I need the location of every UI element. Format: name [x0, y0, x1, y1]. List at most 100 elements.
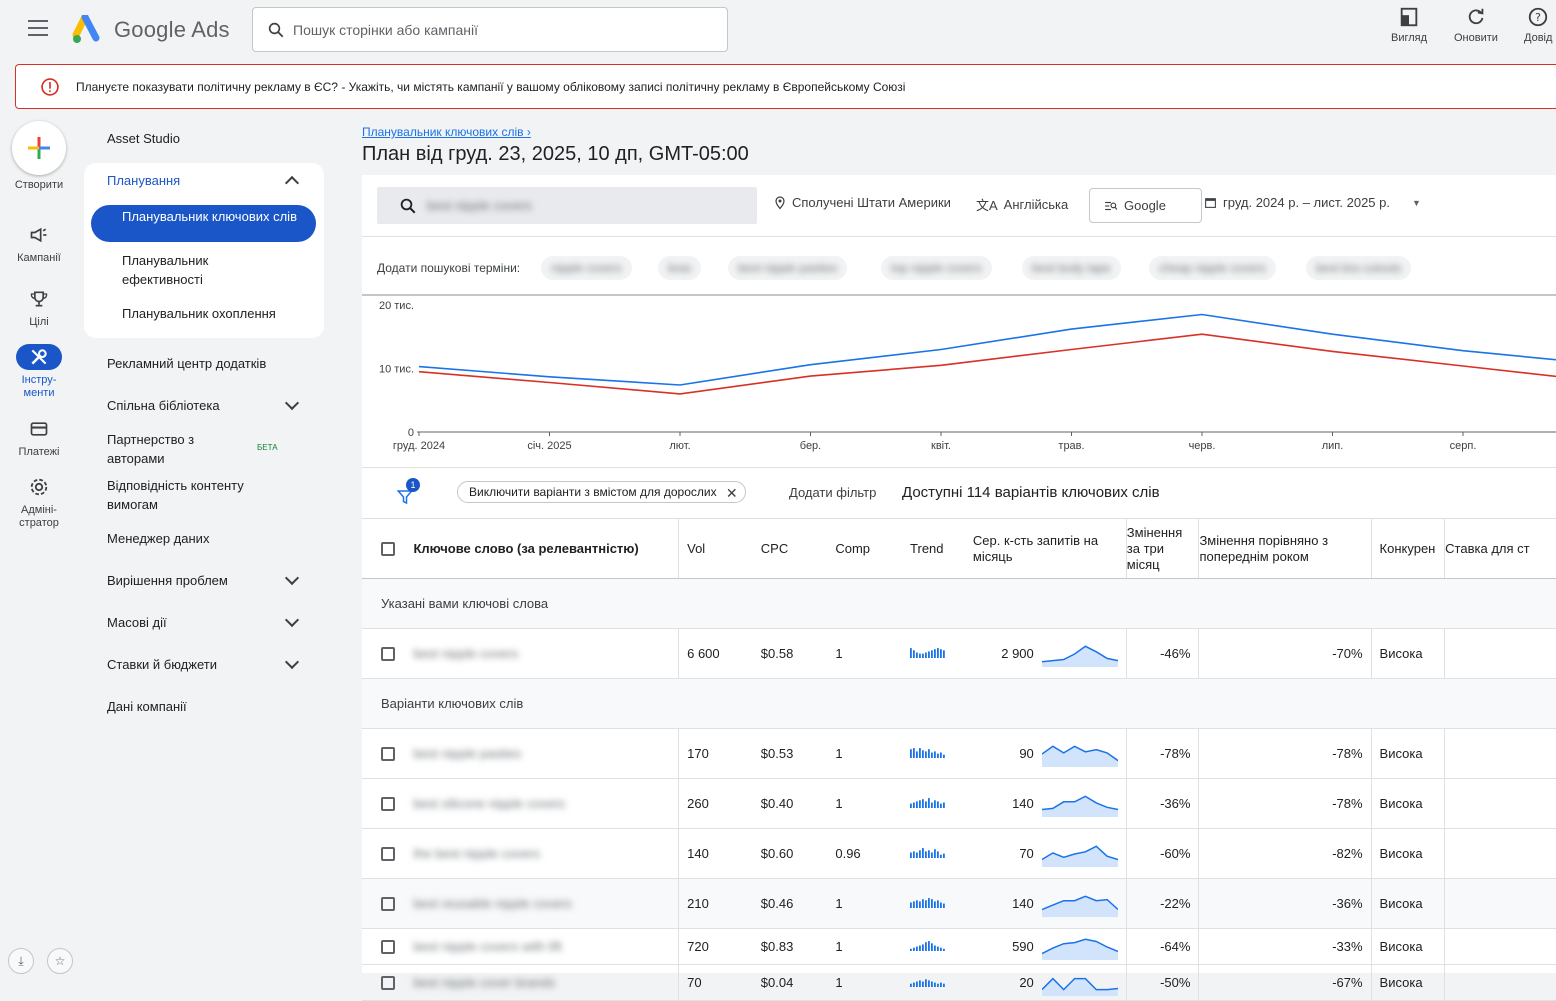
row-select-cell [362, 828, 414, 879]
add-filter-button[interactable]: Додати фільтр [789, 485, 877, 500]
col-vol[interactable]: Vol [678, 518, 753, 579]
col-cpc[interactable]: CPC [752, 518, 828, 579]
term-chip[interactable]: cheap nipple covers [1149, 256, 1276, 280]
refresh-button[interactable]: Оновити [1454, 6, 1498, 44]
chevron-up-icon[interactable] [284, 175, 300, 191]
row-checkbox[interactable] [380, 647, 395, 662]
trend-bar [934, 800, 936, 808]
main-menu-button[interactable] [28, 20, 48, 36]
google-ads-logo[interactable]: Google Ads [72, 14, 230, 46]
table-row[interactable]: best reusable nipple covers 210 $0.46 1 140 -… [362, 878, 1556, 929]
sidebar-item-bulk-actions[interactable]: Масові дії [107, 615, 167, 630]
trend-bar [910, 983, 912, 987]
filter-button[interactable]: 1 [396, 478, 422, 506]
nav-admin[interactable]: Адміні- стратор [0, 474, 78, 530]
sparkline-line [1041, 844, 1118, 860]
search-input[interactable] [293, 21, 693, 38]
keyword-text: the best nipple covers [413, 846, 540, 861]
chevron-down-icon[interactable] [284, 612, 300, 628]
date-range-filter[interactable]: груд. 2024 р. – лист. 2025 р. ▼ [1204, 195, 1421, 210]
create-button[interactable] [12, 121, 66, 175]
table-row[interactable]: best nipple covers with lift 720 $0.83 1 590… [362, 928, 1556, 965]
x-tick-label: груд. 2024 [393, 440, 445, 452]
trend-bar [910, 749, 912, 758]
row-checkbox[interactable] [380, 847, 395, 862]
table-row[interactable]: best nipple covers 6 600 $0.58 1 2 900 -46% -7… [362, 628, 1556, 679]
sidebar-item-bids-budgets[interactable]: Ставки й бюджети [107, 657, 217, 672]
sidebar-item-content-suitability[interactable]: Відповідність контенту вимогам [107, 478, 244, 512]
download-button[interactable]: ⤓ [8, 948, 34, 974]
sidebar-item-reach-planner[interactable]: Планувальник охоплення [122, 306, 276, 321]
sidebar-item-troubleshooting[interactable]: Вирішення проблем [107, 573, 228, 588]
chevron-down-icon[interactable] [284, 395, 300, 411]
dropdown-arrow-icon: ▼ [1412, 197, 1421, 208]
term-chip[interactable]: best body tape [1022, 256, 1121, 280]
trend-bar [931, 981, 933, 987]
col-trend[interactable]: Trend [902, 518, 973, 579]
location-filter[interactable]: Сполучені Штати Америки [774, 195, 951, 210]
table-row[interactable]: best nipple pasties 170 $0.53 1 90 -78% -78% Ви… [362, 728, 1556, 779]
language-filter[interactable]: 文A Англійська [976, 195, 1068, 214]
cpc-cell: $0.60 [752, 828, 828, 879]
page-search[interactable] [252, 7, 728, 52]
term-chip[interactable]: best nipple pasties [728, 256, 848, 280]
col-keyword[interactable]: Ключове слово (за релевантністю) [413, 518, 679, 579]
term-chip[interactable]: bras [658, 256, 702, 280]
favorite-button[interactable]: ☆ [47, 948, 73, 974]
table-row[interactable]: best nipple cover brands 70 $0.04 1 20 -50% -6… [362, 964, 1556, 1001]
nav-goals[interactable]: Цілі [0, 286, 78, 328]
col-bid[interactable]: Ставка для ст [1444, 518, 1556, 579]
sidebar-item-creator-partnerships[interactable]: Партнерство з авторами [107, 432, 195, 466]
sidebar-item-keyword-planner[interactable]: Планувальник ключових слів [91, 205, 316, 242]
row-checkbox[interactable] [380, 797, 395, 812]
sidebar-item-asset-studio[interactable]: Asset Studio [107, 131, 180, 146]
nav-campaigns[interactable]: Кампанії [0, 222, 78, 264]
row-checkbox[interactable] [380, 940, 395, 955]
sidebar-item-planning[interactable]: Планування [107, 173, 181, 188]
chevron-down-icon[interactable] [284, 570, 300, 586]
term-chip-label: cheap nipple covers [1159, 261, 1266, 275]
search-network-icon [1105, 201, 1118, 210]
help-button[interactable]: ? Довід [1524, 6, 1552, 44]
network-filter[interactable]: Google [1089, 188, 1202, 223]
row-checkbox[interactable] [380, 747, 395, 762]
keyword-search-field[interactable]: best nipple covers [377, 187, 757, 224]
appearance-button[interactable]: Вигляд [1391, 6, 1427, 44]
adult-content-filter-chip[interactable]: Виключити варіанти з вмістом для доросли… [457, 481, 746, 503]
sidebar-item-data-manager[interactable]: Менеджер даних [107, 531, 210, 546]
col-comp[interactable]: Comp [827, 518, 903, 579]
breadcrumb[interactable]: Планувальник ключових слів › [362, 125, 531, 139]
term-chip[interactable]: best bra cutouts [1306, 256, 1412, 280]
plus-icon [28, 137, 50, 159]
col-competition[interactable]: Конкурен [1370, 518, 1445, 579]
row-checkbox[interactable] [380, 897, 395, 912]
col-avg-searches[interactable]: Сер. к-сть запитів на місяць [972, 518, 1127, 579]
breadcrumb-link[interactable]: Планувальник ключових слів [362, 125, 524, 139]
select-all-checkbox[interactable] [380, 542, 395, 557]
sidebar-item-app-center[interactable]: Рекламний центр додатків [107, 356, 267, 371]
nav-tools[interactable]: Інстру- менти [0, 344, 78, 400]
trend-cell [902, 964, 973, 1001]
term-chip[interactable]: nipple covers [541, 256, 632, 280]
keyword-planner-label: Планувальник ключових слів [122, 209, 297, 224]
term-chip[interactable]: top nipple covers [881, 256, 992, 280]
x-tick-label: квіт. [931, 440, 951, 452]
sidebar-item-shared-library[interactable]: Спільна бібліотека [107, 398, 220, 413]
trend-bar [943, 853, 945, 858]
table-row[interactable]: best silicone nipple covers 260 $0.40 1 140 -… [362, 778, 1556, 829]
sidebar-item-business-data[interactable]: Дані компанії [107, 699, 187, 714]
avg-searches-value: 2 900 [1001, 646, 1034, 661]
avg-searches-cell: 70 [972, 828, 1127, 879]
competition-cell: Висока [1370, 778, 1445, 829]
trend-bar [922, 981, 924, 987]
row-checkbox[interactable] [380, 976, 395, 991]
close-icon[interactable]: ✕ [725, 485, 738, 501]
sidebar-item-performance-planner[interactable]: Планувальник ефективності [122, 253, 209, 287]
col-three-month-change[interactable]: Змінення за три місяц [1125, 518, 1199, 579]
political-ads-alert[interactable]: Плануєте показувати політичну рекламу в … [15, 64, 1556, 109]
col-yoy-change[interactable]: Змінення порівняно з попереднім роком [1198, 518, 1372, 579]
chevron-down-icon[interactable] [284, 654, 300, 670]
trend-cell [902, 828, 973, 879]
table-row[interactable]: the best nipple covers 140 $0.60 0.96 70 -60%… [362, 828, 1556, 879]
nav-billing[interactable]: Платежі [0, 416, 78, 458]
